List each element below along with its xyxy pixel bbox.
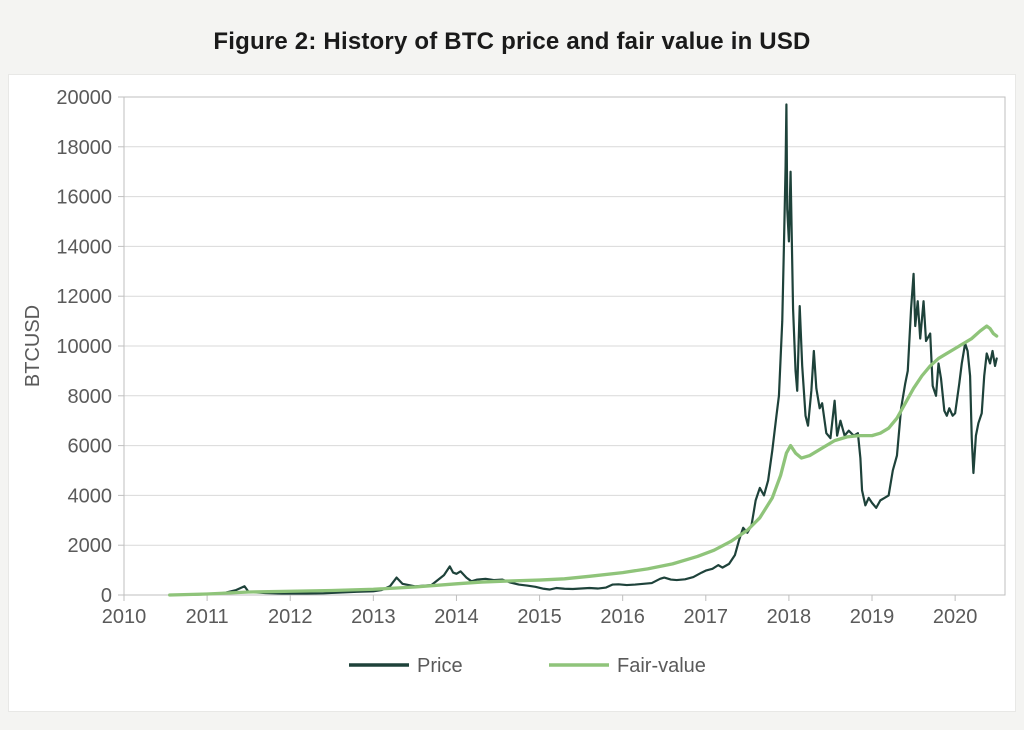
y-tick-label: 8000 — [68, 386, 113, 408]
legend-label: Fair-value — [617, 655, 706, 677]
y-tick-label: 10000 — [56, 336, 112, 358]
x-tick-label: 2014 — [434, 606, 479, 628]
chart-container: 0 2000 4000 6000 8000 10000 12000 14000 16000 180… — [8, 74, 1016, 712]
x-tick-label: 2013 — [351, 606, 396, 628]
x-tick-label: 2016 — [600, 606, 645, 628]
y-tick-label: 18000 — [56, 137, 112, 159]
y-axis-label: BTCUSD — [22, 305, 44, 387]
y-tick-label: 14000 — [56, 236, 112, 258]
x-tick-label: 2020 — [933, 606, 978, 628]
x-tick-label: 2017 — [684, 606, 729, 628]
figure-title: Figure 2: History of BTC price and fair … — [0, 0, 1024, 74]
x-tick-label: 2010 — [102, 606, 147, 628]
series-price — [170, 104, 997, 595]
x-tick-label: 2011 — [186, 606, 229, 628]
line-chart: 0 2000 4000 6000 8000 10000 12000 14000 16000 180… — [9, 75, 1015, 711]
x-tick-label: 2012 — [268, 606, 313, 628]
x-tick-label: 2019 — [850, 606, 895, 628]
y-tick-label: 2000 — [68, 535, 113, 557]
y-tick-label: 4000 — [68, 485, 113, 507]
y-tick-label: 20000 — [56, 87, 112, 109]
series-fair-value — [170, 326, 997, 595]
legend-label: Price — [417, 655, 463, 677]
y-tick-label: 12000 — [56, 286, 112, 308]
y-tick-label: 16000 — [56, 187, 112, 209]
x-tick-label: 2018 — [767, 606, 812, 628]
x-tick-label: 2015 — [517, 606, 562, 628]
y-tick-label: 0 — [101, 585, 112, 607]
y-tick-label: 6000 — [68, 436, 113, 458]
